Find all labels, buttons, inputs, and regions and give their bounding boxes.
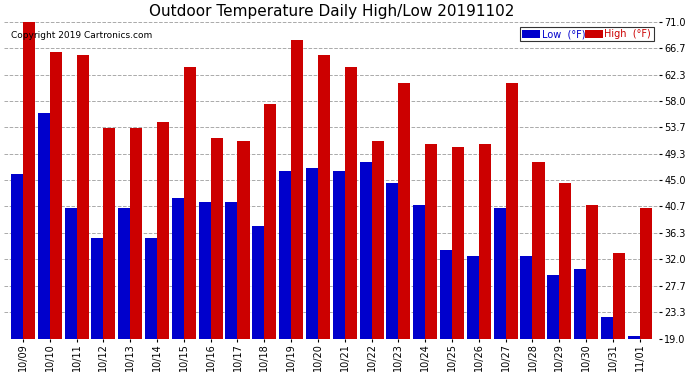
Bar (23, 22, 35, 339)
Bar (199, 201, 210, 339)
Bar (264, 104, 277, 339)
Bar (210, 138, 223, 339)
Bar (157, 122, 169, 339)
Bar (533, 162, 544, 339)
Bar (440, 250, 452, 339)
Bar (372, 141, 384, 339)
Bar (520, 256, 533, 339)
Bar (318, 55, 330, 339)
Bar (50, 52, 62, 339)
Bar (560, 183, 571, 339)
Bar (333, 171, 345, 339)
Bar (628, 336, 640, 339)
Bar (279, 171, 291, 339)
Bar (226, 201, 237, 339)
Bar (130, 128, 142, 339)
Bar (601, 317, 613, 339)
Text: Copyright 2019 Cartronics.com: Copyright 2019 Cartronics.com (11, 31, 152, 40)
Bar (91, 238, 103, 339)
Title: Outdoor Temperature Daily High/Low 20191102: Outdoor Temperature Daily High/Low 20191… (148, 4, 514, 19)
Bar (104, 128, 115, 339)
Bar (118, 208, 130, 339)
Bar (413, 205, 425, 339)
Bar (359, 162, 372, 339)
Bar (345, 68, 357, 339)
Bar (547, 274, 560, 339)
Bar (145, 238, 157, 339)
Bar (613, 254, 625, 339)
Legend: Low  (°F), High  (°F): Low (°F), High (°F) (520, 27, 653, 42)
Bar (493, 208, 506, 339)
Bar (466, 256, 479, 339)
Bar (425, 144, 437, 339)
Bar (172, 198, 184, 339)
Bar (77, 55, 88, 339)
Bar (506, 82, 518, 339)
Bar (38, 113, 50, 339)
Bar (11, 174, 23, 339)
Bar (306, 168, 318, 339)
Bar (291, 40, 303, 339)
Bar (586, 205, 598, 339)
Bar (640, 208, 652, 339)
Bar (479, 144, 491, 339)
Bar (184, 68, 196, 339)
Bar (64, 208, 77, 339)
Bar (452, 147, 464, 339)
Bar (237, 141, 250, 339)
Bar (398, 82, 411, 339)
Bar (386, 183, 398, 339)
Bar (574, 268, 586, 339)
Bar (253, 226, 264, 339)
